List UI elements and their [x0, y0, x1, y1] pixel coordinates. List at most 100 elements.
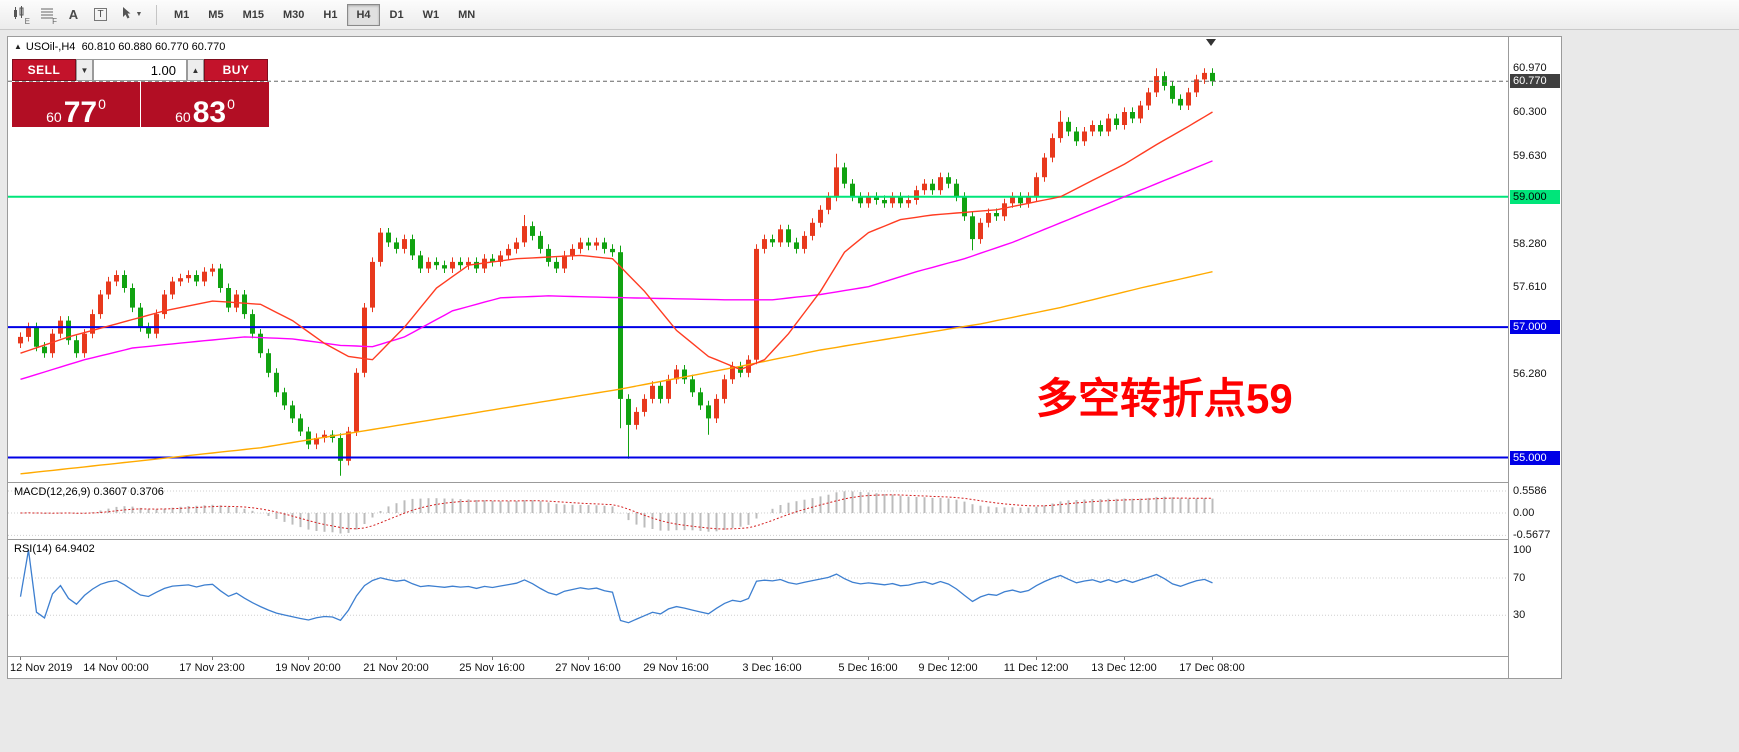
time-axis-label: 12 Nov 2019	[10, 662, 73, 674]
time-axis-label: 27 Nov 16:00	[555, 662, 621, 674]
ask-sup-digit: 0	[227, 96, 235, 112]
ask-price-display[interactable]: 60830	[141, 82, 269, 129]
chart-sub-label: E	[24, 16, 30, 26]
hline-price-box: 55.000	[1510, 450, 1560, 465]
time-axis-label: 25 Nov 16:00	[459, 662, 525, 674]
volume-increase-button[interactable]: ▲	[187, 59, 204, 81]
rsi-scale-label: 30	[1513, 609, 1526, 622]
toolbar-separator	[156, 4, 157, 25]
price-scale-label: 58.280	[1513, 237, 1547, 250]
rsi-scale-label: 70	[1513, 572, 1526, 584]
ask-prefix: 60	[175, 109, 191, 125]
time-axis-label: 17 Nov 23:00	[179, 662, 245, 674]
timeframe-d1[interactable]: D1	[381, 4, 413, 26]
time-axis-label: 5 Dec 16:00	[838, 662, 898, 674]
caret-down-icon: ▼	[80, 65, 89, 75]
chart-annotation-text: 多空转折点59	[1036, 375, 1293, 422]
time-axis-tick	[1124, 657, 1125, 660]
timeframe-w1[interactable]: W1	[414, 4, 449, 26]
timeframe-h4[interactable]: H4	[347, 3, 380, 26]
cursor-tool-button[interactable]: ▼	[114, 3, 148, 27]
time-axis-tick	[1036, 657, 1037, 660]
panel-divider[interactable]	[8, 656, 1561, 657]
time-axis-tick	[308, 657, 309, 660]
text-box-icon: T	[94, 8, 107, 21]
panel-divider[interactable]	[8, 482, 1561, 483]
time-axis-tick	[676, 657, 677, 660]
time-axis-tick	[868, 657, 869, 660]
rsi-scale-label: 100	[1513, 544, 1532, 556]
ohlc-values: 60.810 60.880 60.770 60.770	[81, 41, 226, 53]
timeframe-h1[interactable]: H1	[314, 4, 346, 26]
cursor-icon	[120, 6, 134, 23]
rsi-indicator-chart[interactable]	[8, 540, 1508, 656]
timeframe-m15[interactable]: M15	[234, 4, 273, 26]
time-axis-tick	[212, 657, 213, 660]
time-axis-label: 29 Nov 16:00	[643, 662, 709, 674]
current-price-box: 60.770	[1510, 74, 1560, 89]
time-axis-label: 3 Dec 16:00	[742, 662, 802, 674]
toolbar: E F A T ▼ M1 M5 M15 M30 H1 H4 D1 W1 MN	[0, 0, 1739, 30]
timeframe-mn[interactable]: MN	[449, 4, 484, 26]
price-scale[interactable]: 60.970 60.300 59.630 58.280 57.610 56.280 60.7…	[1509, 37, 1561, 678]
candlestick-icon	[12, 5, 28, 24]
ask-big-digits: 83	[192, 96, 227, 129]
chart-info-line: ▲ USOil-,H4 60.810 60.880 60.770 60.770	[14, 41, 225, 53]
sell-button[interactable]: SELL	[12, 59, 76, 81]
price-scale-label: 59.630	[1513, 149, 1547, 162]
collapse-icon[interactable]: ▲	[14, 42, 22, 51]
trade-prices-row: 60770 60830	[12, 82, 271, 129]
buy-button[interactable]: BUY	[204, 59, 268, 81]
grid-icon	[39, 5, 55, 24]
macd-indicator-chart[interactable]	[8, 483, 1508, 539]
price-scale-label: 60.970	[1513, 62, 1547, 75]
time-axis-tick	[588, 657, 589, 660]
symbol-period-label: USOil-,H4	[25, 41, 76, 53]
time-axis-tick	[772, 657, 773, 660]
time-axis-tick	[116, 657, 117, 660]
candlestick-chart[interactable]	[8, 37, 1508, 482]
grid-sub-label: F	[52, 16, 57, 26]
trade-controls-row: SELL ▼ ▲ BUY	[12, 59, 271, 81]
timeframe-m1[interactable]: M1	[165, 4, 198, 26]
one-click-trade-panel: SELL ▼ ▲ BUY 60770 60830	[12, 59, 271, 129]
timeframe-m30[interactable]: M30	[274, 4, 313, 26]
text-tool-button[interactable]: T	[87, 3, 114, 27]
chart-type-button[interactable]: E	[6, 3, 33, 27]
time-axis-tick	[396, 657, 397, 660]
macd-scale-label: 0.00	[1513, 507, 1535, 519]
caret-up-icon: ▲	[191, 65, 200, 75]
bid-prefix: 60	[46, 109, 62, 125]
timeframe-m5[interactable]: M5	[199, 4, 232, 26]
macd-label: MACD(12,26,9) 0.3607 0.3706	[14, 486, 164, 498]
font-tool-button[interactable]: A	[60, 3, 87, 27]
time-axis-label: 11 Dec 12:00	[1003, 662, 1069, 674]
time-axis-label: 13 Dec 12:00	[1091, 662, 1157, 674]
volume-input[interactable]	[93, 59, 187, 81]
time-axis-tick	[492, 657, 493, 660]
bid-sup-digit: 0	[98, 96, 106, 112]
time-axis-tick	[20, 657, 21, 660]
time-axis-label: 21 Nov 20:00	[363, 662, 429, 674]
time-axis-label: 14 Nov 00:00	[83, 662, 149, 674]
time-axis-label: 17 Dec 08:00	[1179, 662, 1245, 674]
autoscroll-marker	[1206, 39, 1216, 46]
rsi-label: RSI(14) 64.9402	[14, 543, 95, 555]
price-scale-label: 57.610	[1513, 281, 1547, 294]
time-axis[interactable]: 12 Nov 2019 14 Nov 00:00 17 Nov 23:00 19 No…	[8, 657, 1508, 678]
macd-scale-label: -0.5677	[1513, 529, 1551, 542]
chart-window: 60.970 60.300 59.630 58.280 57.610 56.280 60.7…	[7, 36, 1562, 679]
hline-price-box: 57.000	[1510, 320, 1560, 335]
time-axis-tick	[1212, 657, 1213, 660]
bid-big-digits: 77	[63, 96, 98, 129]
bid-price-display[interactable]: 60770	[12, 82, 140, 129]
panel-divider[interactable]	[8, 539, 1561, 540]
macd-scale-label: 0.5586	[1513, 485, 1547, 497]
volume-decrease-button[interactable]: ▼	[76, 59, 93, 81]
price-scale-label: 60.300	[1513, 106, 1547, 118]
letter-a-icon: A	[68, 7, 79, 22]
price-scale-divider	[1508, 37, 1509, 678]
time-axis-label: 9 Dec 12:00	[918, 662, 978, 674]
indicator-list-button[interactable]: F	[33, 3, 60, 27]
